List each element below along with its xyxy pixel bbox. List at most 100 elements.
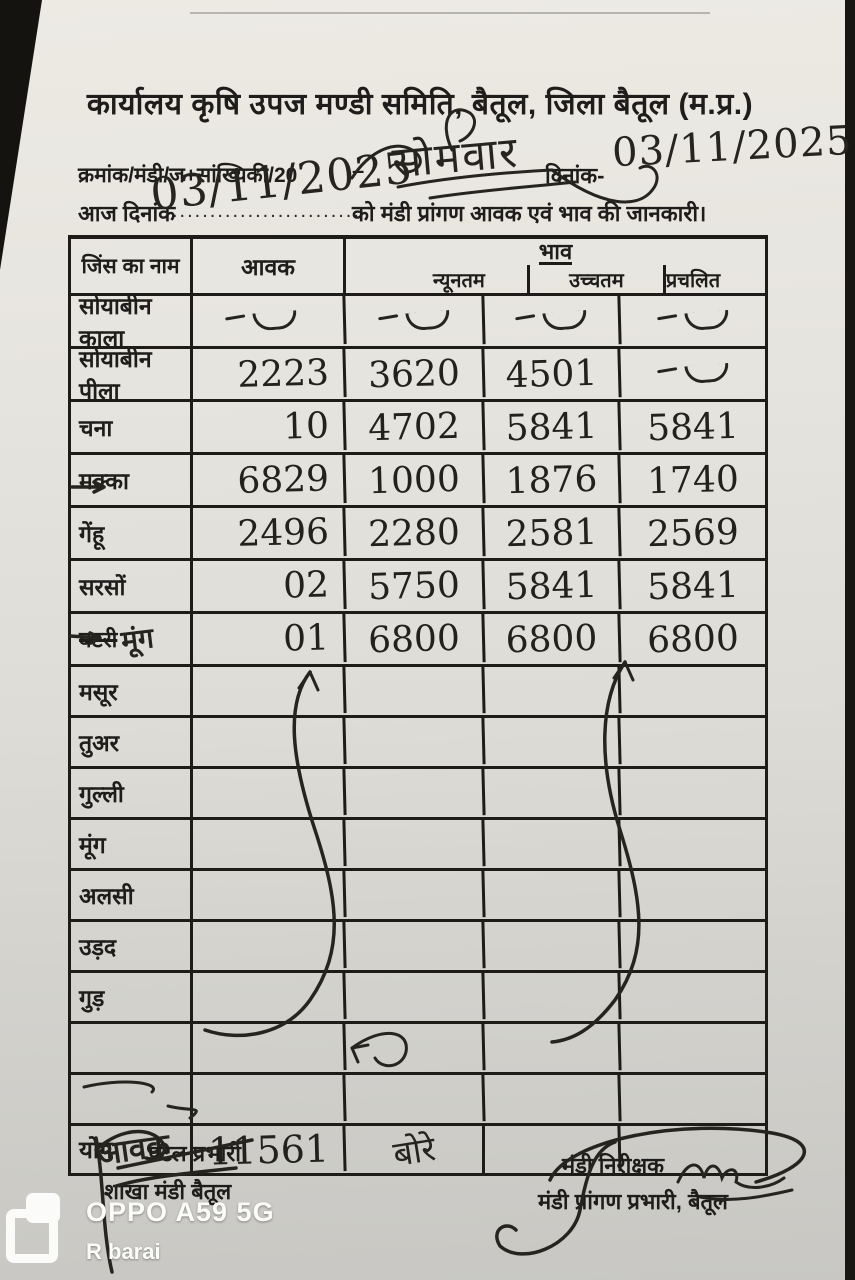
struck-commodity-name: बटरी <box>79 627 118 652</box>
prevailing-price: 2569 <box>646 511 740 555</box>
signature-left-designation: पटल प्रभारी <box>148 1141 241 1166</box>
arrival-value <box>192 1073 347 1125</box>
min-price <box>345 818 486 870</box>
table-row: सरसों 02 5750 5841 5841 <box>71 558 765 613</box>
min-price <box>345 294 486 348</box>
commodity-name: मूंग <box>71 820 193 868</box>
arrival-value <box>192 665 347 717</box>
min-price <box>345 767 486 819</box>
handwritten-commodity-name: मूंग <box>119 621 156 658</box>
prevailing-price <box>620 1022 765 1074</box>
max-price <box>484 665 622 717</box>
max-price <box>484 767 622 819</box>
commodity-name: गुड़ <box>71 973 193 1021</box>
table-row: तुअर <box>71 715 765 768</box>
commodity-name-corrected: बटरी मूंग <box>71 614 193 664</box>
min-price: 4702 <box>345 400 486 454</box>
min-price: 2280 <box>345 506 486 560</box>
prevailing-price <box>620 818 765 870</box>
prevailing-price <box>620 665 765 717</box>
table-row: सोयाबीन पीला 2223 3620 4501 <box>71 346 765 404</box>
commodity-name: अलसी <box>71 871 193 919</box>
arrival-value <box>192 716 347 768</box>
commodity-name: उड़द <box>71 922 193 970</box>
prevailing-price <box>620 767 765 819</box>
camera-model-text: OPPO A59 5G <box>86 1197 275 1227</box>
commodity-name: सोयाबीन काला <box>71 293 193 351</box>
table-row: चना 10 4702 5841 5841 <box>71 399 765 454</box>
reference-number: क्रमांक/मंडी/ज+सांख्यिकी/20 <box>78 164 298 187</box>
subject-prefix: आज दिनांक <box>78 201 176 226</box>
max-price <box>484 294 622 348</box>
max-price: 1876 <box>484 453 622 507</box>
col-header-min: न्यूनतम <box>391 265 530 293</box>
arrival-value: 02 <box>192 559 347 613</box>
office-title: कार्यालय कृषि उपज मण्डी समिति, बैतूल, जि… <box>86 88 754 121</box>
prevailing-price <box>620 716 765 768</box>
prevailing-price: 6800 <box>646 617 740 661</box>
arrival-value <box>192 971 347 1023</box>
table-row <box>71 1021 765 1074</box>
table-row: गुड़ <box>71 970 765 1023</box>
max-price <box>484 920 622 972</box>
arrival-value: 10 <box>192 400 347 454</box>
min-price <box>345 1073 486 1125</box>
subject-text: को मंडी प्रांगण आवक एवं भाव की जानकारी। <box>352 201 707 226</box>
total-unit-note: बोरे <box>390 1128 439 1175</box>
max-price: 2581 <box>484 506 622 560</box>
min-price <box>345 971 486 1023</box>
signature-right-office: मंडी प्रांगण प्रभारी, बैतूल <box>538 1189 728 1214</box>
arrival-value <box>192 767 347 819</box>
max-price: 5841 <box>484 400 622 454</box>
max-price <box>484 869 622 921</box>
arrival-value: 2496 <box>192 506 347 560</box>
max-price: 5841 <box>484 559 622 613</box>
signature-right-designation: मंडी निरीक्षक <box>562 1153 665 1178</box>
col-header-prevailing: प्रचलित <box>665 269 721 292</box>
commodity-name: सरसों <box>71 561 193 611</box>
paper-fold-line <box>190 12 710 14</box>
arrival-value: 01 <box>192 612 347 666</box>
min-price <box>345 1022 486 1074</box>
commodity-table: जिंस का नाम आवक भाव न्यूनतम उच्चतम प्रचल… <box>68 235 768 1176</box>
table-row: मसूर <box>71 664 765 717</box>
min-price: 6800 <box>345 612 486 666</box>
max-price <box>484 1073 622 1125</box>
commodity-name: मसूर <box>71 667 193 715</box>
prevailing-price: 1740 <box>646 458 740 502</box>
prevailing-price <box>620 920 765 972</box>
col-header-price-group: भाव न्यूनतम उच्चतम प्रचलित <box>346 239 765 293</box>
min-price <box>345 869 486 921</box>
min-price: 5750 <box>345 559 486 613</box>
table-row: गुल्ली <box>71 766 765 819</box>
min-price: 1000 <box>345 453 486 507</box>
table-row: गेंहू 2496 2280 2581 2569 <box>71 505 765 560</box>
min-price <box>345 920 486 972</box>
table-row: अलसी <box>71 868 765 921</box>
commodity-name: मक्का <box>71 455 193 505</box>
prevailing-price <box>620 971 765 1023</box>
camera-user-text: R barai <box>86 1239 161 1264</box>
commodity-name: सोयाबीन पीला <box>71 346 193 404</box>
arrival-value <box>192 869 347 921</box>
camera-logo-icon <box>6 1193 64 1263</box>
date-label: दिनांक- <box>545 163 605 188</box>
table-row: मक्का 6829 1000 1876 1740 <box>71 452 765 507</box>
table-header-row: जिंस का नाम आवक भाव न्यूनतम उच्चतम प्रचल… <box>71 239 765 293</box>
arrival-value <box>192 818 347 870</box>
prevailing-price: 5841 <box>646 564 740 608</box>
min-price: 3620 <box>345 347 486 401</box>
table-row: उड़द <box>71 919 765 972</box>
price-group-label: भाव <box>538 238 573 265</box>
max-price: 6800 <box>484 612 622 666</box>
table-row: बटरी मूंग 01 6800 6800 6800 <box>71 611 765 666</box>
commodity-name: तुअर <box>71 718 193 766</box>
col-header-max: उच्चतम <box>530 265 666 293</box>
photo-corner-shadow <box>0 0 42 270</box>
prevailing-price <box>620 869 765 921</box>
max-price <box>484 818 622 870</box>
max-price <box>484 971 622 1023</box>
arrival-value <box>192 920 347 972</box>
